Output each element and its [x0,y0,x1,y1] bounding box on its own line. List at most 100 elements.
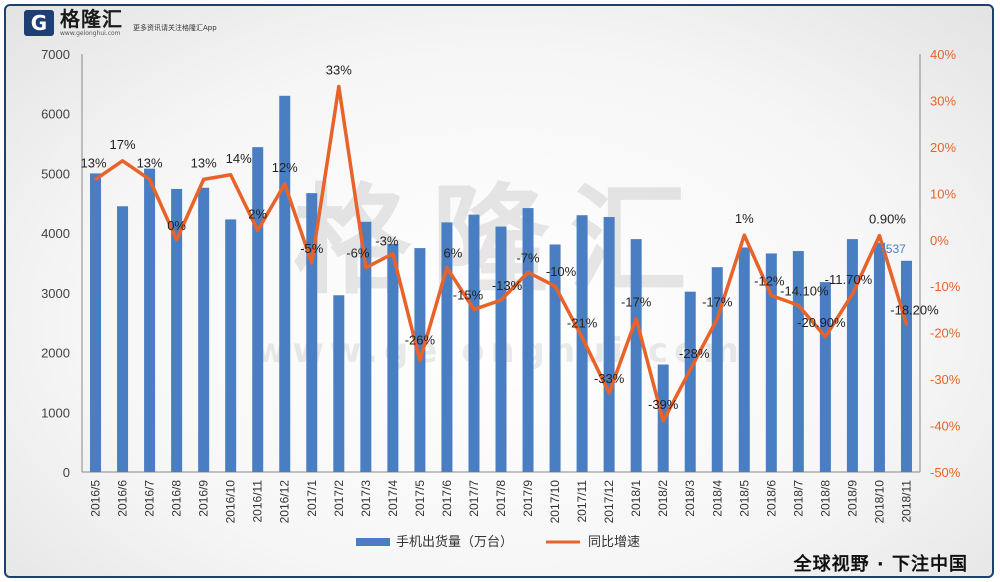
x-tick-label: 2017/12 [602,480,616,524]
right-tick-label: -10% [930,279,961,294]
x-tick-label: 2018/11 [899,480,913,523]
point-label: -28% [679,346,710,361]
right-tick-label: 0% [930,233,949,248]
point-label: -12% [754,274,785,289]
point-label: -26% [405,333,436,348]
x-tick-label: 2016/9 [197,480,211,517]
x-tick-label: 2017/5 [413,480,427,517]
growth-point [148,177,152,181]
bar [117,206,129,472]
bar [171,188,183,472]
growth-point [445,266,449,270]
left-tick-label: 4000 [41,226,70,241]
x-tick-label: 2018/5 [737,480,751,517]
bar [522,208,534,472]
bar [765,253,777,472]
growth-point [634,317,638,321]
x-tick-label: 2017/10 [548,480,562,524]
point-label: -11.70% [825,272,873,287]
x-tick-label: 2018/3 [683,480,697,517]
logo-url: www.gelonghui.com [60,30,121,37]
right-tick-label: -40% [930,419,961,434]
bar [711,267,723,472]
footer-caption: 全球视野 · 下注中国 [793,554,968,575]
legend-bar-label: 手机出货量（万台） [396,534,513,550]
point-label: -15% [453,287,484,302]
right-tick-label: -20% [930,326,961,341]
logo-tagline: 更多资讯请关注格隆汇App [133,23,217,32]
growth-point [256,228,260,232]
x-tick-label: 2016/7 [143,480,157,517]
legend-line-label: 同比增速 [588,535,640,550]
x-tick-label: 2016/10 [224,480,238,524]
x-tick-label: 2018/7 [791,480,805,517]
x-tick-label: 2017/4 [386,480,400,517]
bar [306,193,318,473]
point-label: 14% [226,151,252,166]
bar [738,247,750,472]
growth-point [715,317,719,321]
bar [873,242,885,472]
right-tick-label: 20% [930,140,956,155]
growth-point [580,335,584,339]
right-tick-label: 10% [930,186,956,201]
right-tick-label: -50% [930,465,961,480]
growth-point [229,173,233,177]
growth-point [391,252,395,256]
left-tick-label: 0 [63,465,70,480]
growth-point [526,270,530,274]
x-tick-label: 2018/6 [764,480,778,517]
bar-value-label: 3537 [879,242,906,256]
bar [630,239,642,472]
point-label: -33% [594,371,625,386]
growth-point [175,238,179,242]
growth-point [283,182,287,186]
point-label: -14.10% [780,283,829,298]
bar [576,215,588,472]
growth-point [661,419,665,423]
point-label: 13% [191,155,217,170]
bar [387,243,399,472]
x-tick-label: 2016/6 [116,480,130,517]
bar [279,95,291,473]
bar [792,251,804,472]
bar [333,295,345,472]
x-tick-label: 2017/1 [305,480,319,517]
growth-point [202,177,206,181]
x-tick-label: 2017/8 [494,480,508,517]
x-tick-label: 2018/9 [845,480,859,517]
growth-point [94,177,98,181]
right-tick-label: 30% [930,93,956,108]
x-tick-label: 2018/2 [656,480,670,517]
growth-point [418,359,422,363]
x-tick-label: 2016/5 [89,480,103,517]
brand-logo: G 格隆汇 www.gelonghui.com 更多资讯请关注格隆汇App [24,8,217,37]
growth-point [364,266,368,270]
bar [441,222,453,472]
left-tick-label: 1000 [41,405,70,420]
point-label: -5% [300,241,324,256]
bar [900,260,912,472]
logo-name: 格隆汇 [60,7,123,31]
bar [90,173,102,472]
left-tick-label: 3000 [41,286,70,301]
x-tick-label: 2016/8 [170,480,184,517]
logo-mark: G [24,9,54,36]
bar [549,244,561,472]
point-label: 0.90% [869,212,906,227]
growth-point [553,284,557,288]
point-label: 12% [272,160,298,175]
x-tick-label: 2018/10 [872,480,886,524]
growth-point [337,85,341,89]
point-label: -10% [546,264,577,279]
point-label: -3% [375,234,399,249]
right-tick-label: 40% [930,47,956,62]
growth-point [607,391,611,395]
bar [225,219,237,472]
x-tick-label: 2017/9 [521,480,535,517]
bar [144,168,156,472]
left-tick-label: 6000 [41,107,70,122]
x-tick-label: 2018/8 [818,480,832,517]
growth-point [121,159,125,163]
growth-point [472,307,476,311]
